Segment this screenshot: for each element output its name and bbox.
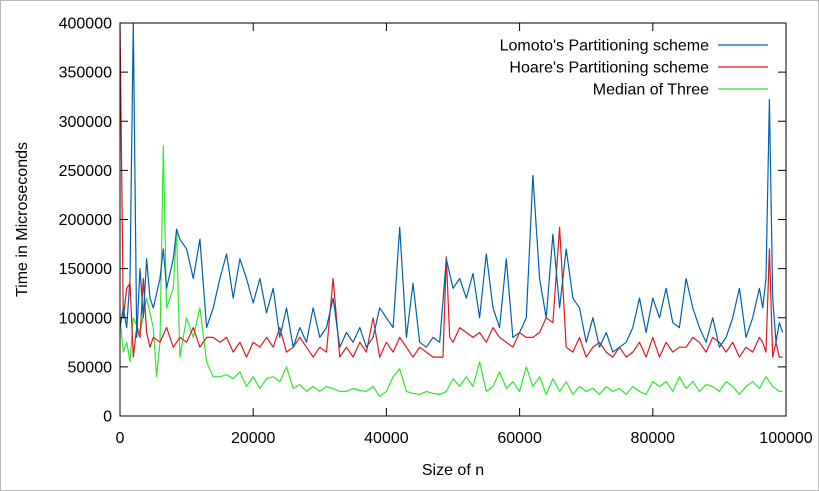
plot-series-layer	[120, 23, 784, 397]
legend-label-3: Median of Three	[593, 82, 709, 99]
series-line-3	[120, 145, 783, 397]
x-tick-label: 100000	[759, 430, 812, 447]
legend-label-1: Lomoto's Partitioning scheme	[500, 38, 709, 55]
y-tick-label: 400000	[59, 16, 112, 33]
x-tick-label: 0	[116, 430, 125, 447]
y-tick-label: 50000	[68, 359, 113, 376]
x-tick-label: 80000	[631, 430, 676, 447]
axis-ticks: 0500001000001500002000002500003000003500…	[59, 16, 813, 448]
y-tick-label: 350000	[59, 65, 112, 82]
x-tick-label: 20000	[231, 430, 276, 447]
y-tick-label: 300000	[59, 114, 112, 131]
y-tick-label: 200000	[59, 212, 112, 229]
y-axis-label: Time in Microseconds	[14, 142, 31, 297]
y-tick-label: 0	[103, 409, 112, 426]
series-line-1	[120, 23, 784, 353]
series-line-2	[120, 23, 783, 358]
legend-label-2: Hoare's Partitioning scheme	[509, 60, 709, 77]
y-tick-label: 250000	[59, 163, 112, 180]
legend: Lomoto's Partitioning scheme Hoare's Part…	[500, 38, 768, 99]
y-tick-label: 150000	[59, 261, 112, 278]
x-tick-label: 60000	[497, 430, 542, 447]
y-tick-label: 100000	[59, 310, 112, 327]
x-axis-label: Size of n	[422, 462, 484, 479]
x-tick-label: 40000	[364, 430, 409, 447]
